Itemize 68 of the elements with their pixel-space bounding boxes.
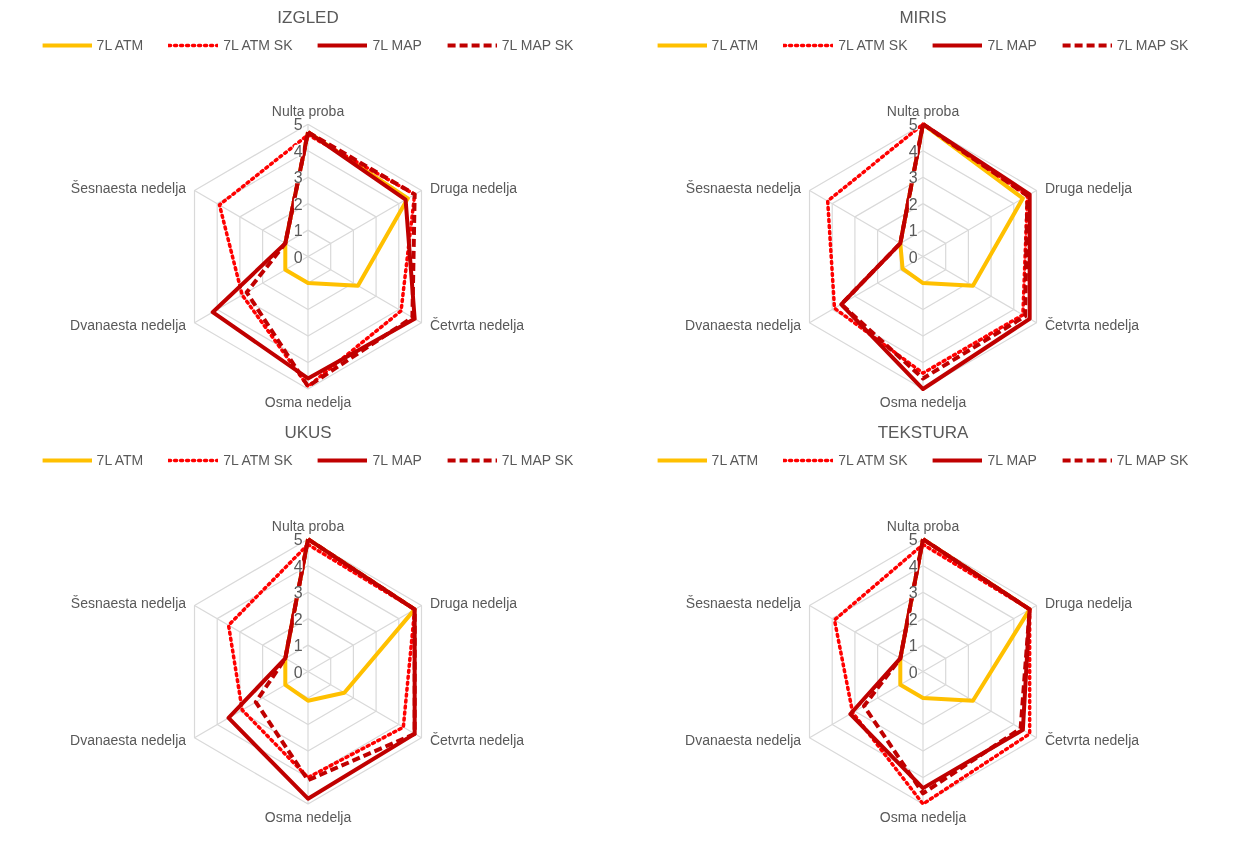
- legend-label: 7L ATM: [96, 37, 144, 53]
- legend-label: 7L ATM SK: [838, 452, 908, 468]
- y-tick-label: 5: [908, 116, 918, 134]
- y-tick-label: 0: [293, 248, 303, 266]
- y-tick-label: 0: [908, 663, 918, 681]
- chart-title: UKUS: [284, 422, 332, 442]
- chart-title: TEKSTURA: [877, 422, 969, 442]
- y-tick-label: 2: [293, 195, 303, 213]
- spoke-label: Nulta proba: [886, 102, 960, 119]
- y-tick-label: 0: [908, 248, 918, 266]
- spoke-label: Dvanaesta nedelja: [685, 732, 802, 749]
- y-tick-label: 4: [293, 142, 303, 160]
- spoke-label: Šesnaesta nedelja: [70, 594, 187, 611]
- spoke-label: Druga nedelja: [1044, 179, 1133, 196]
- chart-title: MIRIS: [899, 7, 947, 27]
- legend-label: 7L MAP: [987, 37, 1037, 53]
- spoke-label: Četvrta nedelja: [1044, 732, 1140, 749]
- y-tick-label: 2: [293, 610, 303, 628]
- y-tick-label: 4: [908, 557, 918, 575]
- y-tick-label: 3: [908, 584, 918, 602]
- spoke-label: Četvrta nedelja: [429, 317, 525, 334]
- spoke-label: Šesnaesta nedelja: [70, 179, 187, 196]
- spoke-label: Nulta proba: [271, 102, 345, 119]
- spoke-label: Dvanaesta nedelja: [685, 317, 802, 334]
- legend-label: 7L ATM SK: [838, 37, 908, 53]
- legend-label: 7L MAP SK: [1116, 37, 1189, 53]
- spoke-label: Druga nedelja: [1044, 594, 1133, 611]
- spoke-label: Četvrta nedelja: [1044, 317, 1140, 334]
- y-tick-label: 0: [293, 663, 303, 681]
- spoke-label: Šesnaesta nedelja: [685, 179, 802, 196]
- legend-label: 7L MAP SK: [501, 37, 574, 53]
- y-tick-label: 1: [293, 222, 303, 240]
- y-tick-label: 5: [293, 116, 303, 134]
- y-tick-label: 5: [908, 531, 918, 549]
- y-tick-label: 1: [293, 637, 303, 655]
- legend-label: 7L ATM SK: [223, 452, 293, 468]
- legend-label: 7L MAP SK: [501, 452, 574, 468]
- legend-label: 7L MAP: [372, 452, 422, 468]
- y-tick-label: 3: [293, 584, 303, 602]
- spoke-label: Dvanaesta nedelja: [70, 317, 187, 334]
- legend-label: 7L ATM: [96, 452, 144, 468]
- spoke-label: Osma nedelja: [879, 809, 967, 826]
- spoke-label: Nulta proba: [271, 517, 345, 534]
- spoke-label: Šesnaesta nedelja: [685, 594, 802, 611]
- legend-label: 7L MAP: [987, 452, 1037, 468]
- y-tick-label: 5: [293, 531, 303, 549]
- spoke-label: Dvanaesta nedelja: [70, 732, 187, 749]
- chart-title: IZGLED: [277, 7, 339, 27]
- legend-label: 7L ATM SK: [223, 37, 293, 53]
- spoke-label: Druga nedelja: [429, 179, 518, 196]
- legend-label: 7L ATM: [711, 37, 759, 53]
- legend-label: 7L MAP: [372, 37, 422, 53]
- legend-label: 7L MAP SK: [1116, 452, 1189, 468]
- y-tick-label: 1: [908, 222, 918, 240]
- y-tick-label: 2: [908, 195, 918, 213]
- spoke-label: Četvrta nedelja: [429, 732, 525, 749]
- spoke-label: Osma nedelja: [879, 394, 967, 411]
- y-tick-label: 4: [293, 557, 303, 575]
- y-tick-label: 4: [908, 142, 918, 160]
- y-tick-label: 3: [908, 169, 918, 187]
- spoke-label: Druga nedelja: [429, 594, 518, 611]
- spoke-label: Nulta proba: [886, 517, 960, 534]
- y-tick-label: 3: [293, 169, 303, 187]
- spoke-label: Osma nedelja: [264, 809, 352, 826]
- y-tick-label: 2: [908, 610, 918, 628]
- y-tick-label: 1: [908, 637, 918, 655]
- spoke-label: Osma nedelja: [264, 394, 352, 411]
- legend-label: 7L ATM: [711, 452, 759, 468]
